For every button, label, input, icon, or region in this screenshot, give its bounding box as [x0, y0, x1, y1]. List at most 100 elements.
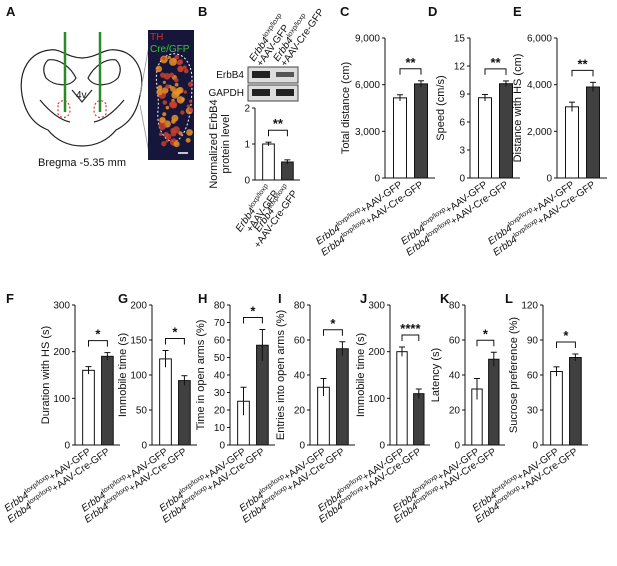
cell [162, 112, 167, 117]
y-tick-label: 10 [214, 423, 226, 434]
bar [478, 97, 492, 179]
blot-row-label: GAPDH [208, 88, 244, 99]
significance: ** [490, 55, 501, 70]
panel-label: C [340, 4, 350, 19]
bar [499, 83, 513, 179]
cell [169, 72, 175, 78]
y-tick-label: 0 [459, 174, 465, 185]
y-tick-label: 80 [214, 301, 226, 312]
cell [165, 84, 170, 90]
significance-bracket [476, 339, 495, 347]
y-tick-label: 20 [214, 406, 226, 417]
bar [393, 97, 407, 179]
y-tick-label: 0 [532, 441, 538, 452]
cell [157, 85, 163, 91]
y-axis-label: protein level [220, 114, 232, 173]
significance: * [172, 325, 178, 340]
cell [186, 129, 193, 136]
panel-label: B [198, 4, 207, 19]
y-tick-label: 120 [521, 301, 538, 312]
significance: ** [405, 55, 416, 70]
y-tick-label: 30 [214, 388, 226, 399]
stain-label: Cre/GFP [150, 44, 190, 55]
cell [165, 139, 169, 143]
y-tick-label: 0 [374, 174, 380, 185]
cell [172, 126, 180, 134]
significance: ** [273, 116, 284, 131]
y-tick-label: 40 [449, 371, 461, 382]
significance: * [330, 316, 336, 331]
y-tick-label: 100 [130, 371, 147, 382]
y-tick-label: 300 [53, 301, 70, 312]
y-tick-label: 90 [527, 336, 539, 347]
y-tick-label: 100 [53, 394, 70, 405]
cell [163, 72, 171, 80]
cell [178, 131, 183, 136]
y-axis-label: Immobile time (s) [117, 333, 129, 417]
significance-bracket [399, 68, 422, 75]
y-axis-label: Distance with HS (cm) [512, 54, 524, 163]
significance-bracket [88, 340, 108, 347]
panel-label: D [428, 4, 437, 19]
significance: * [563, 328, 569, 343]
cell [171, 114, 179, 122]
y-tick-label: 0 [244, 176, 250, 187]
y-tick-label: 0 [299, 441, 305, 452]
y-axis-label: Latency (s) [430, 348, 442, 402]
cell [170, 86, 176, 92]
cell [155, 65, 163, 73]
panel-label: A [6, 4, 16, 19]
significance-bracket [268, 129, 288, 137]
y-tick-label: 2 [244, 104, 250, 115]
cell [156, 88, 163, 96]
bar [488, 358, 500, 446]
cell [187, 81, 194, 87]
significance-bracket [165, 338, 185, 345]
bar [569, 357, 582, 446]
significance-bracket [556, 341, 576, 348]
y-tick-label: 80 [294, 301, 306, 312]
y-tick-label: 0 [219, 441, 225, 452]
y-axis-label: Normalized ErbB4 [208, 99, 220, 188]
y-tick-label: 60 [214, 336, 226, 347]
cell [183, 90, 188, 94]
cell [165, 105, 170, 110]
bar [413, 393, 425, 446]
significance-bracket [323, 329, 343, 336]
y-tick-label: 0 [64, 441, 70, 452]
significance-bracket [571, 69, 594, 77]
cell [162, 80, 166, 84]
cell [158, 122, 166, 131]
category-label: Erbb4loxp/loxp+AAV-GFP [314, 178, 405, 247]
y-tick-label: 0 [141, 441, 147, 452]
y-tick-label: 40 [214, 371, 226, 382]
y-tick-label: 9,000 [355, 34, 380, 45]
y-axis-label: Duration with HS (s) [40, 326, 52, 424]
y-tick-label: 40 [294, 371, 306, 382]
y-tick-label: 200 [53, 347, 70, 358]
panel-label: K [440, 291, 450, 306]
cell [180, 97, 185, 102]
y-tick-label: 3,000 [355, 127, 380, 138]
bregma-label: Bregma -5.35 mm [38, 157, 126, 169]
bar [281, 161, 294, 181]
bar [414, 83, 428, 179]
cell [173, 77, 179, 83]
cell [169, 101, 178, 109]
cell [188, 107, 194, 113]
bar [159, 358, 172, 446]
bar [565, 106, 579, 179]
panel-label: H [198, 291, 207, 306]
y-axis-label: Entries into open arms (%) [275, 310, 287, 440]
category-label: Erbb4loxp/loxp+AAV-GFP [2, 445, 93, 514]
cell [173, 141, 180, 148]
cell [162, 100, 168, 105]
panel-label: L [505, 291, 513, 306]
cell [165, 133, 172, 140]
panel-label: F [6, 291, 14, 306]
y-tick-label: 50 [214, 353, 226, 364]
cell [169, 57, 177, 66]
y-tick-label: 70 [214, 318, 226, 329]
y-tick-label: 200 [130, 301, 147, 312]
panel-label: I [278, 291, 282, 306]
